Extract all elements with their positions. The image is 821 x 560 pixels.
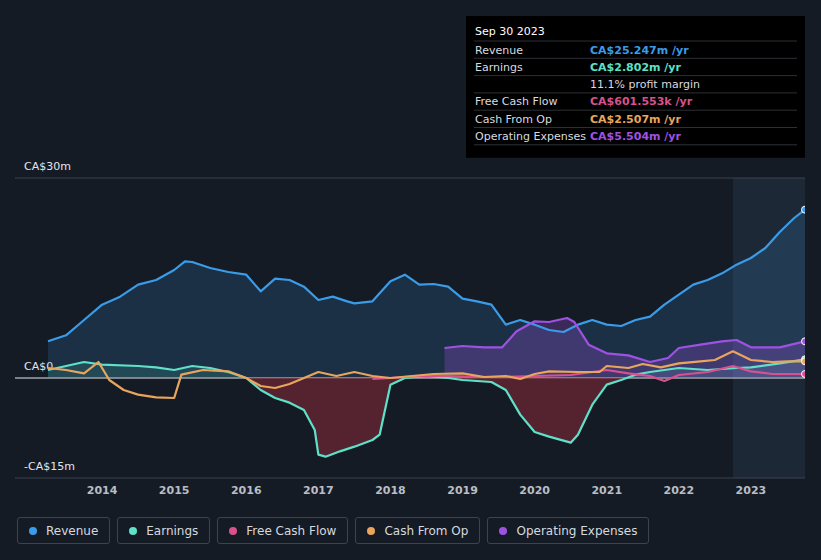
legend-item[interactable]: Free Cash Flow — [217, 517, 348, 544]
tooltip-separator — [474, 58, 797, 59]
tooltip-value: CA$2.507m /yr — [590, 113, 682, 126]
x-tick-label: 2023 — [736, 484, 767, 497]
end-point — [802, 358, 806, 365]
tooltip-separator — [474, 41, 797, 42]
area — [48, 210, 805, 378]
legend-label: Earnings — [146, 524, 198, 538]
legend-label: Free Cash Flow — [246, 524, 336, 538]
tooltip-box — [466, 16, 805, 158]
x-tick-label: 2015 — [159, 484, 190, 497]
y-tick-label: CA$30m — [24, 160, 71, 173]
x-tick-label: 2018 — [375, 484, 406, 497]
chart-svg: -CA$15mCA$0CA$30m20142015201620172018201… — [0, 0, 821, 560]
x-tick-label: 2016 — [231, 484, 262, 497]
tooltip-label: Earnings — [475, 61, 523, 74]
area — [48, 378, 805, 457]
legend-label: Operating Expenses — [516, 524, 637, 538]
line — [48, 210, 805, 342]
tooltip-label: Free Cash Flow — [475, 95, 558, 108]
grid-line — [15, 178, 805, 179]
legend-swatch — [29, 527, 37, 535]
tooltip-label: Revenue — [475, 44, 523, 57]
tooltip-value: CA$25.247m /yr — [590, 44, 689, 57]
legend-item[interactable]: Revenue — [17, 517, 110, 544]
legend-label: Revenue — [46, 524, 98, 538]
legend-swatch — [499, 527, 507, 535]
end-point — [802, 338, 806, 345]
line — [445, 318, 805, 362]
legend: Revenue Earnings Free Cash Flow Cash From O… — [17, 517, 649, 544]
x-tick-label: 2019 — [447, 484, 478, 497]
legend-swatch — [367, 527, 375, 535]
legend-item[interactable]: Cash From Op — [355, 517, 480, 544]
legend-swatch — [229, 527, 237, 535]
y-tick-label: -CA$15m — [24, 460, 75, 473]
tooltip-value: 11.1% profit margin — [590, 78, 700, 91]
x-tick-label: 2014 — [87, 484, 118, 497]
x-tick-label: 2022 — [664, 484, 695, 497]
tooltip-separator — [474, 110, 797, 111]
tooltip-label: Cash From Op — [475, 113, 552, 126]
tooltip-date: Sep 30 2023 — [475, 25, 545, 38]
tooltip-label: Operating Expenses — [475, 130, 586, 143]
legend-label: Cash From Op — [384, 524, 468, 538]
legend-item[interactable]: Earnings — [117, 517, 210, 544]
legend-swatch — [129, 527, 137, 535]
tooltip-separator — [474, 127, 797, 128]
tooltip-value: CA$601.553k /yr — [590, 95, 693, 108]
x-tick-label: 2020 — [519, 484, 550, 497]
end-point — [802, 370, 806, 377]
tooltip-separator — [474, 144, 797, 145]
tooltip-value: CA$5.504m /yr — [590, 130, 682, 143]
legend-item[interactable]: Operating Expenses — [487, 517, 649, 544]
tooltip-separator — [474, 75, 797, 76]
plot-area — [48, 206, 805, 456]
x-tick-label: 2017 — [303, 484, 334, 497]
chart-root: -CA$15mCA$0CA$30m20142015201620172018201… — [0, 0, 821, 560]
x-tick-label: 2021 — [591, 484, 622, 497]
tooltip-separator — [474, 92, 797, 93]
line — [48, 351, 805, 398]
end-point — [802, 206, 806, 213]
area — [445, 318, 805, 378]
tooltip-value: CA$2.802m /yr — [590, 61, 682, 74]
grid-line — [15, 478, 805, 479]
